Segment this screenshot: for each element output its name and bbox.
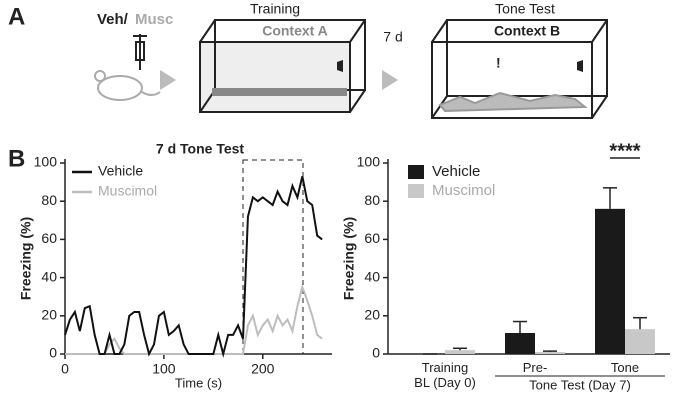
legend-label: Muscimol: [98, 183, 157, 199]
arrow: [160, 70, 176, 90]
y-tick-label: 0: [372, 345, 380, 361]
arrow: [382, 70, 398, 90]
x-tick-label: 100: [152, 361, 176, 377]
y-tick-label: 20: [364, 307, 380, 323]
bar: [505, 332, 535, 354]
x-tick-label: Pre-: [522, 360, 548, 375]
interval: 7 d: [383, 29, 402, 45]
legend-label: Vehicle: [98, 163, 143, 179]
series-line: [64, 176, 323, 358]
y-tick-label: 0: [49, 345, 57, 361]
series-line: [65, 283, 323, 355]
y-axis-label: Freezing (%): [341, 217, 357, 300]
y-tick-label: 80: [41, 192, 57, 208]
drug-muscimol: Musc: [135, 11, 173, 28]
legend-swatch: [408, 184, 424, 198]
significance: ****: [609, 140, 640, 162]
alert: !: [496, 55, 501, 71]
y-axis-label: Freezing (%): [18, 217, 34, 300]
y-tick-label: 40: [364, 268, 380, 284]
x-tick-label: Training BL (Day 0): [414, 360, 476, 390]
context-a: Context A: [262, 23, 328, 39]
legend-swatch: [408, 165, 424, 179]
y-tick-label: 80: [364, 192, 380, 208]
legend-label: Muscimol: [432, 182, 495, 199]
syringe: [133, 34, 147, 70]
training-box: [199, 19, 366, 113]
group-label: Tone Test (Day 7): [529, 377, 631, 392]
legend-label: Vehicle: [432, 163, 480, 180]
training-title: Training: [250, 1, 300, 17]
y-tick-label: 20: [41, 307, 57, 323]
mouse-icon: [94, 70, 161, 101]
x-tick-label: 200: [251, 361, 275, 377]
x-axis-label: Time (s): [175, 375, 222, 390]
bar: [445, 350, 475, 354]
bar: [625, 329, 655, 354]
drug-vehicle: Veh/: [97, 11, 129, 28]
y-tick-label: 100: [357, 154, 381, 170]
panel-label: A: [8, 3, 25, 30]
y-tick-label: 40: [41, 268, 57, 284]
y-tick-label: 60: [364, 230, 380, 246]
y-tick-label: 100: [34, 154, 58, 170]
speaker: [337, 60, 343, 72]
y-tick-label: 60: [41, 230, 57, 246]
x-tick-label: 0: [61, 361, 69, 377]
bar: [595, 208, 625, 354]
chart-title: 7 d Tone Test: [156, 141, 244, 157]
context-b: Context B: [494, 23, 560, 39]
test-title: Tone Test: [495, 1, 555, 17]
test-box: [431, 19, 608, 119]
x-tick-label: Tone: [610, 360, 640, 375]
bar: [535, 352, 565, 354]
panel-label: B: [8, 145, 25, 172]
speaker: [577, 60, 583, 72]
